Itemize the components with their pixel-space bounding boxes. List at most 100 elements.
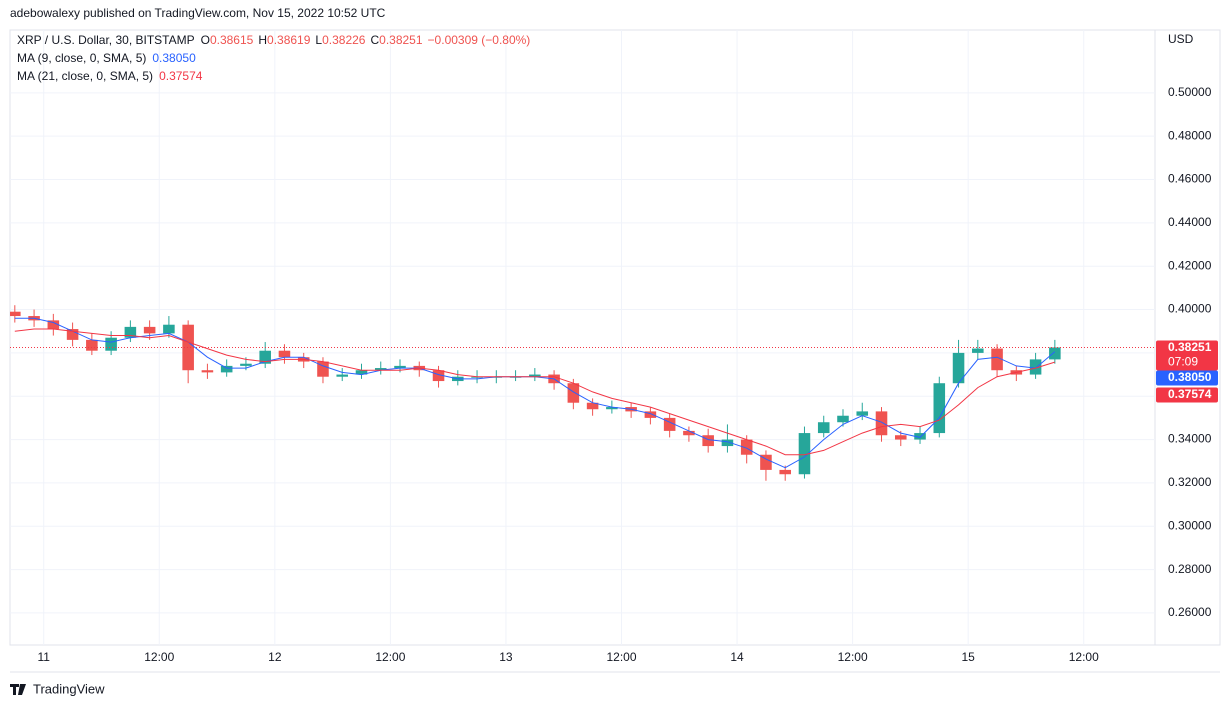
price-tag <box>1156 370 1218 386</box>
x-tick-label: 12:00 <box>838 650 868 664</box>
candle-body <box>1029 359 1042 375</box>
candle-body <box>952 352 965 384</box>
author-line: adebowalexy published on TradingView.com… <box>10 6 386 20</box>
candle-body <box>933 383 946 434</box>
candle-body <box>220 365 233 373</box>
countdown: 07:09 <box>1168 355 1198 369</box>
candle-body <box>663 417 676 431</box>
candle-body <box>798 433 811 475</box>
y-tick-label: 0.48000 <box>1168 128 1212 142</box>
candle-body <box>336 374 349 377</box>
candle-body <box>991 348 1003 371</box>
x-tick-label: 12:00 <box>606 650 636 664</box>
candle-body <box>259 350 271 364</box>
frame <box>9 29 1221 646</box>
candle-body <box>914 433 926 440</box>
ma-name: MA (21, close, 0, SMA, 5) <box>17 69 153 83</box>
plot <box>10 305 1155 481</box>
candle-body <box>124 326 137 338</box>
symbol-legend: XRP / U.S. Dollar, 30, BITSTAMP O0.38615 H… <box>17 33 530 47</box>
candle-body <box>817 422 830 434</box>
y-tick-label: 0.26000 <box>1168 605 1212 619</box>
price-tag-label: 0.37574 <box>1168 387 1212 401</box>
ohlc-key: H <box>258 33 267 47</box>
candle-body <box>374 368 387 371</box>
price-tag-label: 0.38050 <box>1168 370 1212 384</box>
candle-body <box>471 376 483 378</box>
ohlc-key: C <box>370 33 379 47</box>
ma-legend: MA (9, close, 0, SMA, 5) 0.38050 <box>17 51 196 65</box>
y-tick-label: 0.50000 <box>1168 85 1212 99</box>
y-tick-label: 0.28000 <box>1168 562 1212 576</box>
candle-body <box>1049 347 1061 360</box>
ma-value: 0.38050 <box>152 51 196 65</box>
price-tag <box>1156 340 1218 371</box>
candle-body <box>606 407 618 410</box>
change: −0.00309 (−0.80%) <box>428 33 531 47</box>
candle-body <box>105 337 117 351</box>
candle-body <box>875 411 888 436</box>
price-tag-label: 0.38251 <box>1168 340 1212 354</box>
price-tag <box>1156 387 1218 403</box>
candle-body <box>182 324 194 371</box>
candle-body <box>490 376 503 378</box>
candle-body <box>317 361 329 377</box>
ohlc-value: 0.38619 <box>267 33 311 47</box>
candle-body <box>972 348 984 353</box>
tv-logo <box>10 684 26 695</box>
candle-body <box>567 383 580 403</box>
y-tick-label: 0.40000 <box>1168 302 1212 316</box>
ohlc-key: O <box>201 33 210 47</box>
ma-value: 0.37574 <box>159 69 203 83</box>
candle-body <box>10 311 21 317</box>
candle-body <box>760 454 772 470</box>
candle-body <box>355 370 368 375</box>
candle-body <box>143 326 156 334</box>
candle-body <box>856 411 869 416</box>
candle-body <box>163 324 175 334</box>
candle-body <box>278 350 291 358</box>
x-tick-label: 11 <box>37 650 50 664</box>
candle-body <box>586 402 599 410</box>
candle-body <box>894 435 907 440</box>
x-tick-label: 12 <box>268 650 282 664</box>
y-tick-label: 0.44000 <box>1168 215 1212 229</box>
ma-name: MA (9, close, 0, SMA, 5) <box>17 51 146 65</box>
candle-body <box>66 329 79 340</box>
x-tick-label: 15 <box>961 650 975 664</box>
y-tick-label: 0.42000 <box>1168 258 1212 272</box>
candle-body <box>721 439 734 447</box>
y-tick-label: 0.46000 <box>1168 172 1212 186</box>
ma-line <box>14 328 1055 456</box>
candle-body <box>740 439 753 455</box>
currency: USD <box>1168 32 1194 46</box>
candle-body <box>47 320 60 330</box>
symbol: XRP / U.S. Dollar, 30, BITSTAMP <box>17 33 195 47</box>
x-tick-label: 12:00 <box>375 650 405 664</box>
candle-body <box>509 376 522 378</box>
candle-body <box>837 415 849 423</box>
y-tick-label: 0.32000 <box>1168 475 1212 489</box>
candle-body <box>201 370 214 373</box>
y-tick-label: 0.34000 <box>1168 432 1212 446</box>
ohlc-value: 0.38251 <box>379 33 423 47</box>
candle-body <box>702 435 714 447</box>
x-tick-label: 13 <box>499 650 513 664</box>
grid <box>10 30 1155 645</box>
ohlc-value: 0.38615 <box>210 33 254 47</box>
candle-body <box>779 469 791 475</box>
x-tick-label: 14 <box>730 650 744 664</box>
candle-body <box>432 370 445 382</box>
axes: 0.260000.280000.300000.320000.340000.360… <box>37 85 1218 664</box>
candle-body <box>86 339 98 351</box>
candle-body <box>644 411 657 418</box>
ohlc-key: L <box>315 33 322 47</box>
ohlc-value: 0.38226 <box>322 33 366 47</box>
ma-legend: MA (21, close, 0, SMA, 5) 0.37574 <box>17 69 203 83</box>
brand: TradingView <box>33 681 105 696</box>
candle-body <box>683 430 695 436</box>
candle-body <box>394 365 406 369</box>
